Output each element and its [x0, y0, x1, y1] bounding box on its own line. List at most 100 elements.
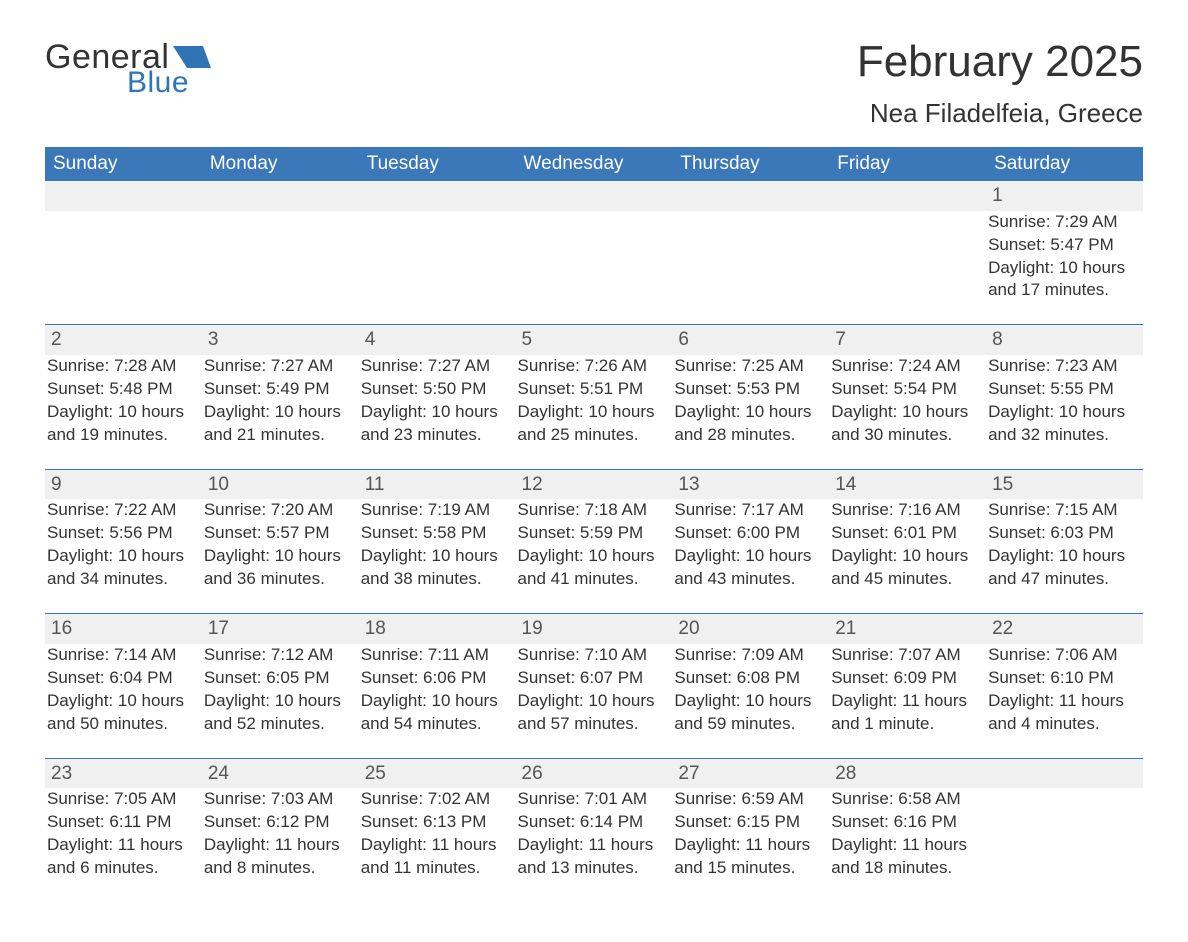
day-number-cell: 26	[516, 759, 673, 789]
day-daylight2: and 45 minutes.	[831, 568, 980, 591]
day-sunrise: Sunrise: 7:01 AM	[518, 788, 667, 811]
day-number-cell: 19	[516, 614, 673, 644]
day-daylight1: Daylight: 10 hours	[518, 545, 667, 568]
day-number-cell	[359, 181, 516, 211]
day-details-cell	[516, 211, 673, 325]
day-number-cell	[202, 181, 359, 211]
day-sunrise: Sunrise: 7:25 AM	[674, 355, 823, 378]
day-sunrise: Sunrise: 7:15 AM	[988, 499, 1137, 522]
day-daylight1: Daylight: 11 hours	[988, 690, 1137, 713]
day-sunset: Sunset: 5:51 PM	[518, 378, 667, 401]
day-details-cell	[202, 211, 359, 325]
day-daylight1: Daylight: 11 hours	[204, 834, 353, 857]
day-details-cell: Sunrise: 7:05 AMSunset: 6:11 PMDaylight:…	[45, 788, 202, 902]
day-sunset: Sunset: 5:58 PM	[361, 522, 510, 545]
week-details-row: Sunrise: 7:28 AMSunset: 5:48 PMDaylight:…	[45, 355, 1143, 469]
day-number-cell: 16	[45, 614, 202, 644]
day-details-cell: Sunrise: 7:22 AMSunset: 5:56 PMDaylight:…	[45, 499, 202, 613]
day-daylight1: Daylight: 10 hours	[361, 545, 510, 568]
day-sunrise: Sunrise: 7:17 AM	[674, 499, 823, 522]
day-number-cell	[986, 759, 1143, 789]
day-number-cell	[45, 181, 202, 211]
day-sunrise: Sunrise: 7:14 AM	[47, 644, 196, 667]
day-daylight2: and 15 minutes.	[674, 857, 823, 880]
brand-text-blue: Blue	[127, 68, 211, 98]
day-daylight1: Daylight: 10 hours	[988, 257, 1137, 280]
day-daylight1: Daylight: 11 hours	[47, 834, 196, 857]
day-daylight2: and 6 minutes.	[47, 857, 196, 880]
day-sunrise: Sunrise: 7:23 AM	[988, 355, 1137, 378]
day-details-cell: Sunrise: 7:27 AMSunset: 5:49 PMDaylight:…	[202, 355, 359, 469]
day-number-cell: 14	[829, 470, 986, 500]
day-number-cell: 27	[672, 759, 829, 789]
day-daylight2: and 34 minutes.	[47, 568, 196, 591]
day-number-cell: 11	[359, 470, 516, 500]
day-number-cell: 6	[672, 325, 829, 355]
day-daylight2: and 19 minutes.	[47, 424, 196, 447]
brand-logo: General Blue	[45, 40, 211, 98]
day-daylight1: Daylight: 10 hours	[831, 401, 980, 424]
day-daylight2: and 17 minutes.	[988, 279, 1137, 302]
day-daylight2: and 43 minutes.	[674, 568, 823, 591]
day-number-cell: 8	[986, 325, 1143, 355]
day-daylight1: Daylight: 11 hours	[831, 834, 980, 857]
day-daylight1: Daylight: 10 hours	[988, 401, 1137, 424]
day-details-cell	[672, 211, 829, 325]
day-sunset: Sunset: 6:03 PM	[988, 522, 1137, 545]
title-block: February 2025 Nea Filadelfeia, Greece	[857, 40, 1143, 129]
day-details-cell: Sunrise: 7:03 AMSunset: 6:12 PMDaylight:…	[202, 788, 359, 902]
day-number-cell	[516, 181, 673, 211]
day-sunset: Sunset: 5:47 PM	[988, 234, 1137, 257]
day-sunrise: Sunrise: 7:18 AM	[518, 499, 667, 522]
day-number-cell: 15	[986, 470, 1143, 500]
day-sunset: Sunset: 6:05 PM	[204, 667, 353, 690]
day-sunrise: Sunrise: 7:10 AM	[518, 644, 667, 667]
week-daynum-row: 232425262728	[45, 759, 1143, 789]
day-number-cell: 23	[45, 759, 202, 789]
day-daylight1: Daylight: 10 hours	[204, 545, 353, 568]
week-daynum-row: 9101112131415	[45, 470, 1143, 500]
day-daylight2: and 57 minutes.	[518, 713, 667, 736]
day-sunset: Sunset: 6:09 PM	[831, 667, 980, 690]
day-sunrise: Sunrise: 7:16 AM	[831, 499, 980, 522]
day-number-cell: 7	[829, 325, 986, 355]
day-daylight2: and 32 minutes.	[988, 424, 1137, 447]
day-header-row: Sunday Monday Tuesday Wednesday Thursday…	[45, 147, 1143, 181]
week-details-row: Sunrise: 7:14 AMSunset: 6:04 PMDaylight:…	[45, 644, 1143, 758]
day-sunset: Sunset: 6:07 PM	[518, 667, 667, 690]
calendar-grid: Sunday Monday Tuesday Wednesday Thursday…	[45, 147, 1143, 902]
day-daylight1: Daylight: 10 hours	[361, 690, 510, 713]
day-sunrise: Sunrise: 7:11 AM	[361, 644, 510, 667]
day-sunset: Sunset: 6:11 PM	[47, 811, 196, 834]
day-details-cell: Sunrise: 7:16 AMSunset: 6:01 PMDaylight:…	[829, 499, 986, 613]
day-daylight1: Daylight: 10 hours	[47, 690, 196, 713]
day-details-cell	[986, 788, 1143, 902]
day-sunrise: Sunrise: 7:12 AM	[204, 644, 353, 667]
day-daylight1: Daylight: 10 hours	[831, 545, 980, 568]
day-details-cell	[359, 211, 516, 325]
week-daynum-row: 16171819202122	[45, 614, 1143, 644]
day-details-cell: Sunrise: 7:09 AMSunset: 6:08 PMDaylight:…	[672, 644, 829, 758]
day-details-cell: Sunrise: 7:06 AMSunset: 6:10 PMDaylight:…	[986, 644, 1143, 758]
day-sunrise: Sunrise: 7:22 AM	[47, 499, 196, 522]
day-sunset: Sunset: 5:55 PM	[988, 378, 1137, 401]
day-header: Monday	[202, 147, 359, 181]
day-daylight1: Daylight: 11 hours	[518, 834, 667, 857]
month-title: February 2025	[857, 40, 1143, 84]
day-details-cell: Sunrise: 7:01 AMSunset: 6:14 PMDaylight:…	[516, 788, 673, 902]
day-sunset: Sunset: 6:04 PM	[47, 667, 196, 690]
day-sunrise: Sunrise: 6:59 AM	[674, 788, 823, 811]
day-details-cell	[829, 211, 986, 325]
day-number-cell: 4	[359, 325, 516, 355]
day-details-cell: Sunrise: 6:59 AMSunset: 6:15 PMDaylight:…	[672, 788, 829, 902]
day-details-cell: Sunrise: 7:02 AMSunset: 6:13 PMDaylight:…	[359, 788, 516, 902]
day-daylight1: Daylight: 10 hours	[518, 690, 667, 713]
day-number-cell: 2	[45, 325, 202, 355]
day-sunrise: Sunrise: 7:29 AM	[988, 211, 1137, 234]
day-sunrise: Sunrise: 7:07 AM	[831, 644, 980, 667]
day-daylight2: and 13 minutes.	[518, 857, 667, 880]
day-number-cell: 10	[202, 470, 359, 500]
week-details-row: Sunrise: 7:22 AMSunset: 5:56 PMDaylight:…	[45, 499, 1143, 613]
day-daylight1: Daylight: 10 hours	[204, 690, 353, 713]
day-sunrise: Sunrise: 7:24 AM	[831, 355, 980, 378]
